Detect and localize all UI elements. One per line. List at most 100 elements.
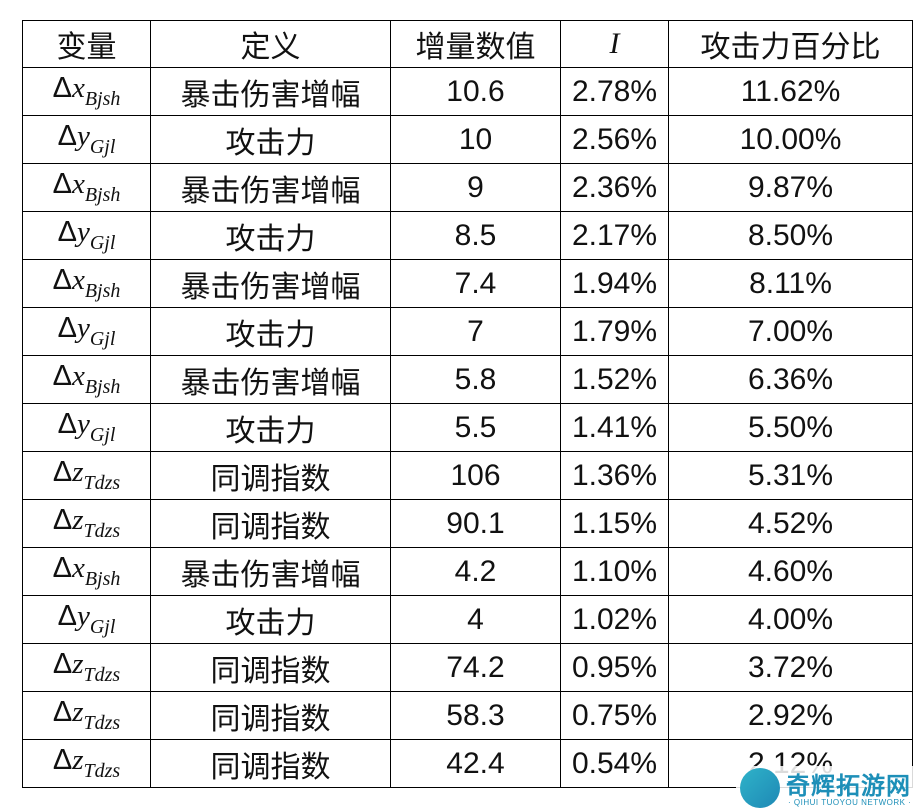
i-cell: 1.94% — [560, 259, 669, 308]
i-cell: 2.17% — [560, 211, 669, 260]
definition-cell: 同调指数 — [150, 499, 391, 548]
variable-subscript: Bjsh — [84, 568, 121, 590]
i-cell: 2.56% — [560, 115, 669, 164]
table-body: ΔxBjsh 暴击伤害增幅 10.6 2.78% 11.62% ΔyGjl 攻击力 10 2.5… — [22, 67, 913, 788]
variable-letter: y — [76, 216, 90, 248]
variable-letter: y — [76, 312, 90, 344]
variable-cell: ΔxBjsh — [22, 259, 151, 308]
percent-cell: 8.11% — [668, 259, 913, 308]
increment-cell: 4 — [390, 595, 561, 644]
increment-cell: 106 — [390, 451, 561, 500]
variable-subscript: Bjsh — [84, 376, 121, 398]
variable-delta: Δ — [52, 552, 72, 584]
watermark: 奇辉拓游网 · QIHUI TUOYOU NETWORK · — [736, 766, 922, 812]
i-cell: 1.02% — [560, 595, 669, 644]
variable-subscript: Gjl — [89, 232, 116, 254]
variable-cell: ΔyGjl — [22, 211, 151, 260]
i-cell: 1.36% — [560, 451, 669, 500]
variable-delta: Δ — [52, 744, 73, 776]
increment-cell: 10.6 — [390, 67, 561, 116]
variable-cell: ΔzTdzs — [22, 451, 151, 500]
percent-cell: 7.00% — [668, 307, 913, 356]
variable-subscript: Tdzs — [83, 664, 121, 686]
variable-subscript: Bjsh — [84, 88, 121, 110]
i-cell: 2.36% — [560, 163, 669, 212]
increment-cell: 5.8 — [390, 355, 561, 404]
i-cell: 0.95% — [560, 643, 669, 692]
increment-cell: 90.1 — [390, 499, 561, 548]
definition-cell: 同调指数 — [150, 451, 391, 500]
variable-cell: ΔzTdzs — [22, 499, 151, 548]
percent-cell: 5.31% — [668, 451, 913, 500]
variable-subscript: Tdzs — [83, 472, 121, 494]
variable-subscript: Tdzs — [83, 760, 121, 782]
percent-cell: 11.62% — [668, 67, 913, 116]
variable-delta: Δ — [57, 600, 77, 632]
increment-cell: 10 — [390, 115, 561, 164]
table-row: ΔyGjl 攻击力 7 1.79% 7.00% — [22, 307, 913, 356]
variable-letter: x — [71, 552, 85, 584]
variable-subscript: Bjsh — [84, 280, 121, 302]
variable-subscript: Tdzs — [83, 520, 121, 542]
variable-subscript: Gjl — [89, 616, 116, 638]
variable-subscript: Tdzs — [83, 712, 121, 734]
i-cell: 1.41% — [560, 403, 669, 452]
variable-delta: Δ — [57, 216, 77, 248]
variable-cell: ΔxBjsh — [22, 547, 151, 596]
i-cell: 0.54% — [560, 739, 669, 788]
table-row: ΔyGjl 攻击力 10 2.56% 10.00% — [22, 115, 913, 164]
percent-cell: 2.92% — [668, 691, 913, 740]
definition-cell: 攻击力 — [150, 307, 391, 356]
data-table: 变量 定义 增量数值 I 攻击力百分比 ΔxBjsh 暴击伤害增幅 10.6 2.78… — [22, 20, 913, 788]
variable-letter: z — [72, 648, 84, 680]
table-row: ΔzTdzs 同调指数 106 1.36% 5.31% — [22, 451, 913, 500]
header-cell: 定义 — [150, 20, 391, 68]
variable-delta: Δ — [52, 504, 73, 536]
variable-cell: ΔxBjsh — [22, 163, 151, 212]
variable-letter: x — [71, 360, 85, 392]
table-row: ΔxBjsh 暴击伤害增幅 4.2 1.10% 4.60% — [22, 547, 913, 596]
percent-cell: 3.72% — [668, 643, 913, 692]
table-row: ΔzTdzs 同调指数 74.2 0.95% 3.72% — [22, 643, 913, 692]
definition-cell: 暴击伤害增幅 — [150, 163, 391, 212]
variable-letter: z — [72, 696, 84, 728]
table-row: ΔxBjsh 暴击伤害增幅 7.4 1.94% 8.11% — [22, 259, 913, 308]
definition-cell: 暴击伤害增幅 — [150, 547, 391, 596]
i-cell: 1.15% — [560, 499, 669, 548]
percent-cell: 8.50% — [668, 211, 913, 260]
variable-letter: y — [76, 408, 90, 440]
definition-cell: 暴击伤害增幅 — [150, 355, 391, 404]
variable-letter: z — [72, 504, 84, 536]
variable-delta: Δ — [52, 72, 72, 104]
i-cell: 1.52% — [560, 355, 669, 404]
table-row: ΔxBjsh 暴击伤害增幅 10.6 2.78% 11.62% — [22, 67, 913, 116]
variable-cell: ΔyGjl — [22, 307, 151, 356]
definition-cell: 同调指数 — [150, 739, 391, 788]
increment-cell: 8.5 — [390, 211, 561, 260]
variable-subscript: Gjl — [89, 424, 116, 446]
percent-cell: 6.36% — [668, 355, 913, 404]
variable-delta: Δ — [57, 408, 77, 440]
definition-cell: 暴击伤害增幅 — [150, 67, 391, 116]
definition-cell: 攻击力 — [150, 403, 391, 452]
table-row: ΔxBjsh 暴击伤害增幅 5.8 1.52% 6.36% — [22, 355, 913, 404]
variable-cell: ΔyGjl — [22, 403, 151, 452]
definition-cell: 攻击力 — [150, 115, 391, 164]
variable-delta: Δ — [52, 168, 72, 200]
variable-cell: ΔxBjsh — [22, 355, 151, 404]
watermark-subtitle: · QIHUI TUOYOU NETWORK · — [788, 798, 912, 807]
variable-delta: Δ — [52, 264, 72, 296]
header-cell: 攻击力百分比 — [668, 20, 913, 68]
table-row: ΔyGjl 攻击力 8.5 2.17% 8.50% — [22, 211, 913, 260]
increment-cell: 5.5 — [390, 403, 561, 452]
variable-delta: Δ — [57, 312, 77, 344]
variable-delta: Δ — [52, 360, 72, 392]
variable-cell: ΔxBjsh — [22, 67, 151, 116]
variable-letter: y — [76, 120, 90, 152]
percent-cell: 4.52% — [668, 499, 913, 548]
i-cell: 1.79% — [560, 307, 669, 356]
variable-cell: ΔyGjl — [22, 115, 151, 164]
i-cell: 2.78% — [560, 67, 669, 116]
variable-delta: Δ — [57, 120, 77, 152]
variable-delta: Δ — [52, 696, 73, 728]
